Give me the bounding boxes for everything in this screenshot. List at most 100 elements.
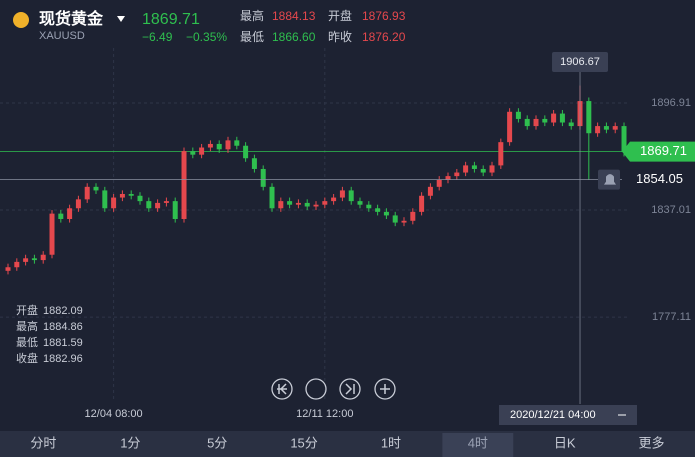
candle-body	[225, 140, 231, 150]
dropdown-arrow[interactable]	[117, 16, 125, 22]
control-icon	[380, 384, 390, 394]
candle-body	[507, 111, 513, 143]
candle-body	[454, 172, 460, 177]
candle-body	[190, 151, 196, 155]
candle-body	[23, 258, 29, 262]
price-tag-bg	[630, 141, 695, 162]
high-tag: 1906.67	[560, 56, 600, 68]
price-tag-arrow	[622, 141, 630, 162]
ohlc-label: 最高	[16, 319, 38, 333]
candle-body	[357, 201, 363, 205]
gold-icon	[13, 12, 29, 28]
candle-body	[612, 126, 618, 130]
candle-body	[234, 140, 240, 146]
price-tag: 1869.71	[640, 143, 687, 158]
control-icon	[278, 383, 287, 395]
candle-body	[155, 202, 161, 209]
candle-body	[67, 208, 73, 219]
stat-label: 最低	[240, 30, 264, 44]
candle-body	[419, 195, 425, 212]
control-button[interactable]	[374, 378, 396, 400]
candle-body	[172, 201, 178, 219]
candle-body	[515, 111, 521, 119]
instrument-name[interactable]: 现货黄金	[39, 9, 104, 28]
tab[interactable]: 更多	[639, 435, 665, 450]
x-tick-label: 12/04 08:00	[85, 408, 143, 420]
stat-value: 1876.20	[362, 30, 406, 44]
candle-body	[49, 213, 55, 255]
candle-body	[392, 215, 398, 223]
ohlc-label: 最低	[16, 336, 38, 349]
candle-body	[401, 220, 407, 223]
ohlc-value: 1881.59	[43, 337, 83, 349]
ohlc-value: 1882.09	[43, 305, 83, 317]
candle-body	[295, 202, 301, 205]
tab[interactable]: 4时	[468, 435, 488, 450]
control-button[interactable]	[271, 378, 293, 400]
bell-icon	[604, 174, 616, 185]
candle-body	[146, 201, 152, 209]
control-button[interactable]	[339, 378, 361, 400]
candle-body	[199, 147, 205, 155]
high-tag-bg	[552, 52, 609, 72]
candle-body	[621, 126, 627, 152]
candle-body	[260, 168, 266, 187]
tab-active-bg	[442, 433, 514, 457]
change: −6.49	[142, 30, 173, 44]
candle-body	[559, 113, 565, 123]
y-tick-label: 1777.11	[652, 311, 691, 323]
tab-bar	[0, 431, 695, 457]
candle-body	[427, 186, 433, 196]
candle-body	[551, 113, 557, 123]
candle-body	[410, 211, 416, 221]
stat-value: 1876.93	[362, 9, 406, 23]
candle-body	[331, 197, 337, 202]
cross-x-label: 2020/12/21 04:00	[510, 409, 596, 421]
stat-label: 开盘	[328, 8, 352, 23]
candle-body	[445, 176, 451, 180]
candle-body	[366, 204, 372, 209]
candle-body	[471, 165, 477, 169]
candle-body	[568, 122, 574, 127]
cross-y-label: 1854.05	[636, 171, 683, 186]
stat-label: 最高	[240, 8, 264, 23]
y-tick-label: 1837.01	[651, 204, 691, 216]
tab[interactable]: 1分	[120, 435, 140, 450]
candle-body	[348, 190, 354, 202]
ohlc-value: 1884.86	[43, 321, 83, 333]
candle-body	[524, 118, 530, 127]
candle-body	[489, 165, 495, 173]
candle-body	[119, 193, 125, 198]
candle-body	[31, 258, 37, 261]
candle-body	[163, 201, 169, 203]
candle-body	[102, 190, 108, 209]
candle-body	[93, 186, 99, 191]
candle-body	[84, 186, 90, 200]
ohlc-label: 收盘	[16, 351, 38, 365]
tab[interactable]: 1时	[381, 435, 401, 450]
candle-body	[436, 179, 442, 187]
candle-body	[304, 202, 310, 207]
candle-body	[322, 201, 328, 205]
cross-x-bg	[499, 405, 637, 425]
candle-body	[269, 186, 275, 209]
candle-body	[313, 204, 319, 207]
symbol: XAUUSD	[39, 30, 85, 42]
candle-body	[278, 201, 284, 209]
y-tick-label: 1896.91	[651, 97, 691, 109]
candle-body	[181, 151, 187, 219]
tab[interactable]: 15分	[290, 435, 317, 450]
candle-body	[58, 213, 64, 219]
candle-body	[480, 168, 486, 173]
candle-body	[5, 267, 11, 271]
tab[interactable]: 5分	[207, 435, 227, 450]
tab[interactable]: 分时	[30, 435, 56, 450]
candle-body	[383, 211, 389, 216]
control-button[interactable]	[305, 378, 327, 400]
candle-body	[603, 126, 609, 130]
candle-body	[207, 143, 213, 148]
tab[interactable]: 日K	[554, 435, 576, 450]
ohlc-label: 开盘	[16, 303, 38, 317]
